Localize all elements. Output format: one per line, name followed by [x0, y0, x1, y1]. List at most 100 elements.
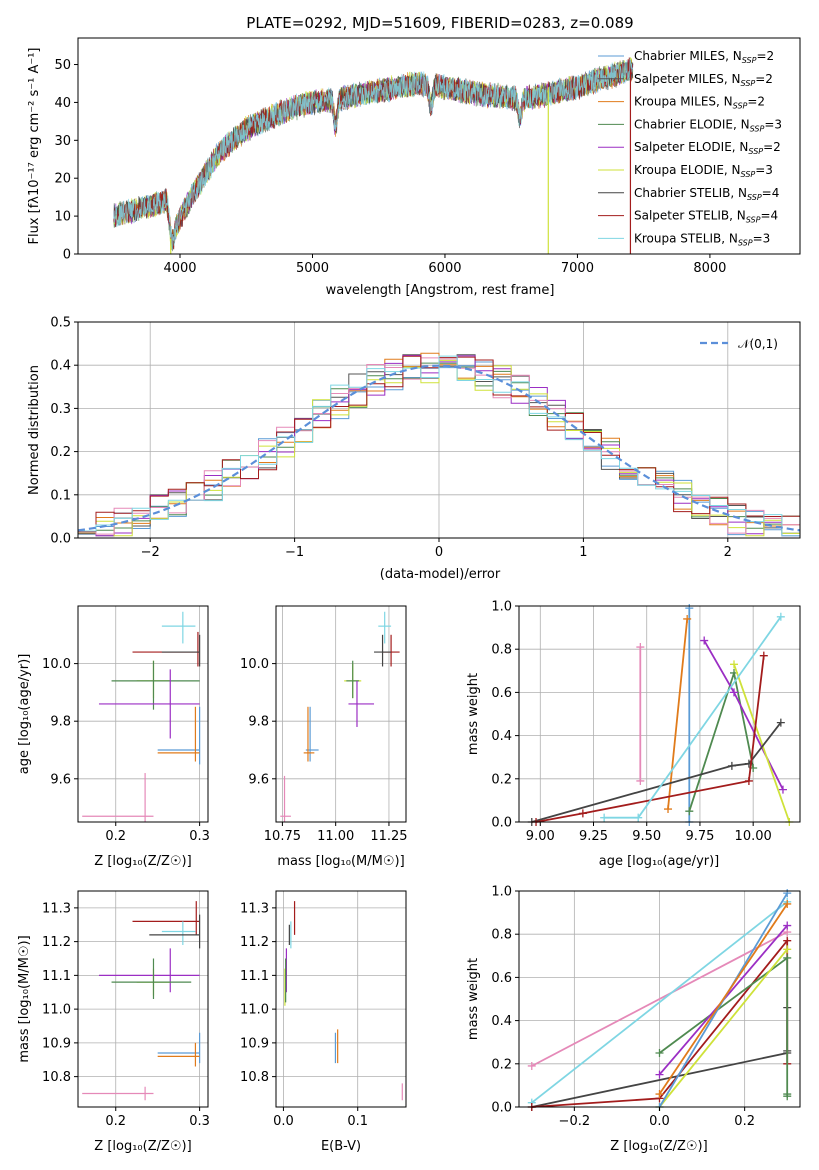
legend-suffix: =4 [760, 209, 778, 223]
y-tick-label: 0.8 [491, 643, 512, 658]
residuals-legend: 𝒩(0,1) [700, 337, 778, 351]
legend-entry: 𝒩(0,1) [738, 337, 778, 351]
y-tick-label: 0.0 [491, 816, 512, 831]
legend-entry: Kroupa ELODIE, NSSP=3 [634, 163, 773, 179]
plus-marker [600, 813, 609, 822]
plus-marker [778, 785, 787, 794]
legend-entry: Chabrier ELODIE, NSSP=3 [634, 117, 782, 133]
x-tick-label: −2 [141, 545, 160, 560]
y-tick-label: 0.4 [491, 1014, 512, 1029]
age-vs-mass-panel: 10.75 11.00 11.25 9.6 9.8 10.0 mass [log₁₀(M/… [240, 605, 408, 869]
y-tick-label: 40 [54, 96, 71, 111]
mass-weight-vs-z-panel: −0.2 0.0 0.2 0.0 0.2 0.4 0.6 0.8 1.0 Z [log₁₀(Z/… [466, 885, 801, 1154]
residuals-panel: 𝒩(0,1) −2 −1 0 1 2 0.0 0.1 0.2 0.3 0.4 0.5 (data-m… [27, 316, 801, 582]
mass-weight-line [531, 722, 782, 823]
mass-weight-line [733, 664, 791, 823]
age-vs-mass-xlabel: mass [log₁₀(M/M☉)] [277, 854, 404, 869]
mass-weight-vs-z-ticks: −0.2 0.0 0.2 0.0 0.2 0.4 0.6 0.8 1.0 [491, 885, 755, 1130]
mass-vs-ebv-axes-frame [275, 890, 407, 1108]
mass-vs-ebv-grid [276, 891, 406, 1107]
x-tick-label: 4000 [163, 261, 196, 276]
y-tick-label: 11.1 [240, 969, 269, 984]
age-vs-z-ticks: 0.2 0.3 9.6 9.8 10.0 [42, 657, 210, 844]
y-tick-label: 11.0 [42, 1003, 71, 1018]
x-tick-label: 0.3 [189, 1114, 210, 1129]
x-tick-label: 10.00 [735, 829, 772, 844]
plus-marker [783, 899, 792, 908]
age-vs-mass-ticks: 10.75 11.00 11.25 9.6 9.8 10.0 [240, 657, 408, 844]
y-tick-label: 10.9 [240, 1036, 269, 1051]
age-vs-z-axes-frame [77, 605, 209, 823]
plus-marker [783, 1092, 792, 1101]
residuals-ylabel: Normed distribution [27, 365, 42, 495]
y-tick-label: 10.8 [42, 1070, 71, 1085]
x-tick-label: 0.2 [734, 1114, 755, 1129]
x-tick-label: 10.75 [264, 829, 301, 844]
mass-weight-vs-z-marks [527, 889, 792, 1111]
figure-title: PLATE=0292, MJD=51609, FIBERID=0283, z=0… [246, 14, 633, 32]
mass-vs-z-xlabel: Z [log₁₀(Z/Z☉)] [94, 1139, 191, 1154]
mass-weight-line [703, 640, 784, 791]
mass-weight-vs-age-grid [519, 605, 800, 823]
x-tick-label: 9.25 [579, 829, 608, 844]
y-tick-label: 1.0 [491, 600, 512, 615]
y-tick-label: 20 [54, 172, 71, 187]
mass-vs-ebv-panel: 0.0 0.1 10.8 10.9 11.0 11.1 11.2 11.3 E(B-V) [240, 890, 407, 1154]
y-tick-label: 11.2 [42, 935, 71, 950]
plus-marker [776, 612, 785, 621]
mass-weight-line [658, 948, 788, 1108]
mass-vs-ebv-xlabel: E(B-V) [321, 1139, 361, 1154]
spectrum-marks [113, 57, 634, 254]
mass-vs-z-grid [78, 891, 208, 1107]
spectrum-ylabel: Flux [fλ10⁻¹⁷ erg cm⁻² s⁻¹ A⁻¹] [27, 48, 42, 245]
plus-marker [685, 807, 694, 816]
plus-marker [634, 813, 643, 822]
legend-suffix: =3 [755, 163, 773, 177]
age-vs-mass-grid [276, 606, 406, 822]
mass-vs-z-panel: 0.2 0.3 10.8 10.9 11.0 11.1 11.2 11.3 Z [log₁₀(… [17, 890, 210, 1154]
x-tick-label: 0.0 [649, 1114, 670, 1129]
y-tick-label: 11.0 [240, 1003, 269, 1018]
y-tick-label: 0.4 [50, 359, 71, 374]
x-tick-label: 0.2 [105, 1114, 126, 1129]
legend-subscript: SSP [742, 56, 757, 65]
legend-entry: Salpeter ELODIE, NSSP=2 [634, 140, 781, 156]
mass-weight-line [604, 616, 782, 819]
y-tick-label: 0.6 [491, 971, 512, 986]
age-vs-z-ylabel: age [log₁₀(age/yr)] [17, 654, 32, 775]
x-tick-label: 0.1 [347, 1114, 368, 1129]
x-tick-label: 8000 [693, 261, 726, 276]
y-tick-label: 0.5 [50, 316, 71, 331]
plus-marker [655, 1090, 664, 1099]
plus-marker [783, 945, 792, 954]
y-tick-label: 10.9 [42, 1036, 71, 1051]
mass-weight-vs-z-ylabel: mass weight [466, 958, 481, 1040]
age-vs-mass-axes-frame [275, 605, 407, 823]
age-vs-z-xlabel: Z [log₁₀(Z/Z☉)] [94, 854, 191, 869]
legend-subscript: SSP [750, 124, 765, 133]
mass-weight-line [667, 618, 689, 810]
spectrum-axes-frame [77, 37, 801, 255]
y-tick-label: 9.6 [50, 772, 71, 787]
legend-subscript: SSP [747, 193, 762, 202]
spectrum-ticks: 4000 5000 6000 7000 8000 0 10 20 30 40 50 [54, 58, 726, 276]
legend-subscript: SSP [741, 79, 756, 88]
y-tick-label: 10.0 [240, 657, 269, 672]
y-tick-label: 0.1 [50, 488, 71, 503]
mass-vs-z-ticks: 0.2 0.3 10.8 10.9 11.0 11.1 11.2 11.3 [42, 901, 210, 1129]
plus-marker [683, 614, 692, 623]
mass-weight-line [531, 901, 788, 1104]
legend-suffix: =3 [753, 231, 771, 245]
y-tick-label: 9.8 [50, 715, 71, 730]
x-tick-label: 9.75 [685, 829, 714, 844]
mass-weight-line [535, 655, 765, 823]
spectrum-xlabel: wavelength [Angstrom, rest frame] [326, 283, 555, 298]
y-tick-label: 10.8 [240, 1070, 269, 1085]
plus-marker [759, 651, 768, 660]
legend-entry: Chabrier MILES, NSSP=2 [634, 49, 774, 65]
plus-marker [730, 660, 739, 669]
x-tick-label: 0.0 [273, 1114, 294, 1129]
mass-weight-line [658, 903, 788, 1095]
y-tick-label: 10.0 [42, 657, 71, 672]
